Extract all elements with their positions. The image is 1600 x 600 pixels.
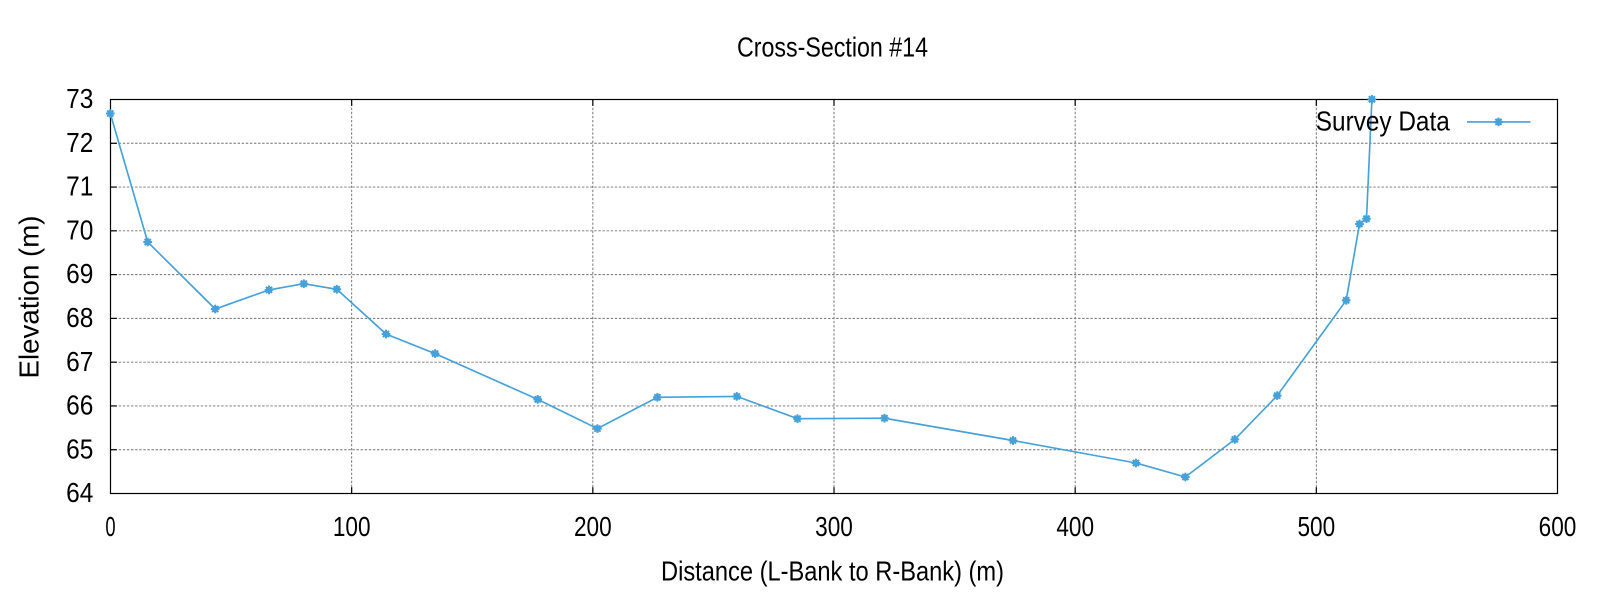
svg-text:Survey Data: Survey Data <box>1316 105 1450 137</box>
svg-text:72: 72 <box>66 126 93 158</box>
svg-text:0: 0 <box>105 510 115 542</box>
svg-text:Elevation (m): Elevation (m) <box>13 216 45 379</box>
svg-text:100: 100 <box>333 510 371 542</box>
svg-text:600: 600 <box>1539 510 1577 542</box>
svg-text:69: 69 <box>66 257 93 289</box>
svg-text:Distance (L-Bank to R-Bank) (m: Distance (L-Bank to R-Bank) (m) <box>661 555 1004 587</box>
svg-text:71: 71 <box>66 170 93 202</box>
svg-text:500: 500 <box>1297 510 1335 542</box>
svg-text:67: 67 <box>66 345 93 377</box>
svg-text:70: 70 <box>66 213 93 245</box>
svg-text:300: 300 <box>815 510 853 542</box>
svg-text:Cross-Section #14: Cross-Section #14 <box>737 31 928 63</box>
svg-text:66: 66 <box>66 389 93 421</box>
svg-text:400: 400 <box>1056 510 1094 542</box>
svg-text:73: 73 <box>66 82 93 114</box>
svg-text:68: 68 <box>66 301 93 333</box>
svg-text:65: 65 <box>66 432 93 464</box>
svg-text:200: 200 <box>574 510 612 542</box>
svg-text:64: 64 <box>66 476 93 508</box>
